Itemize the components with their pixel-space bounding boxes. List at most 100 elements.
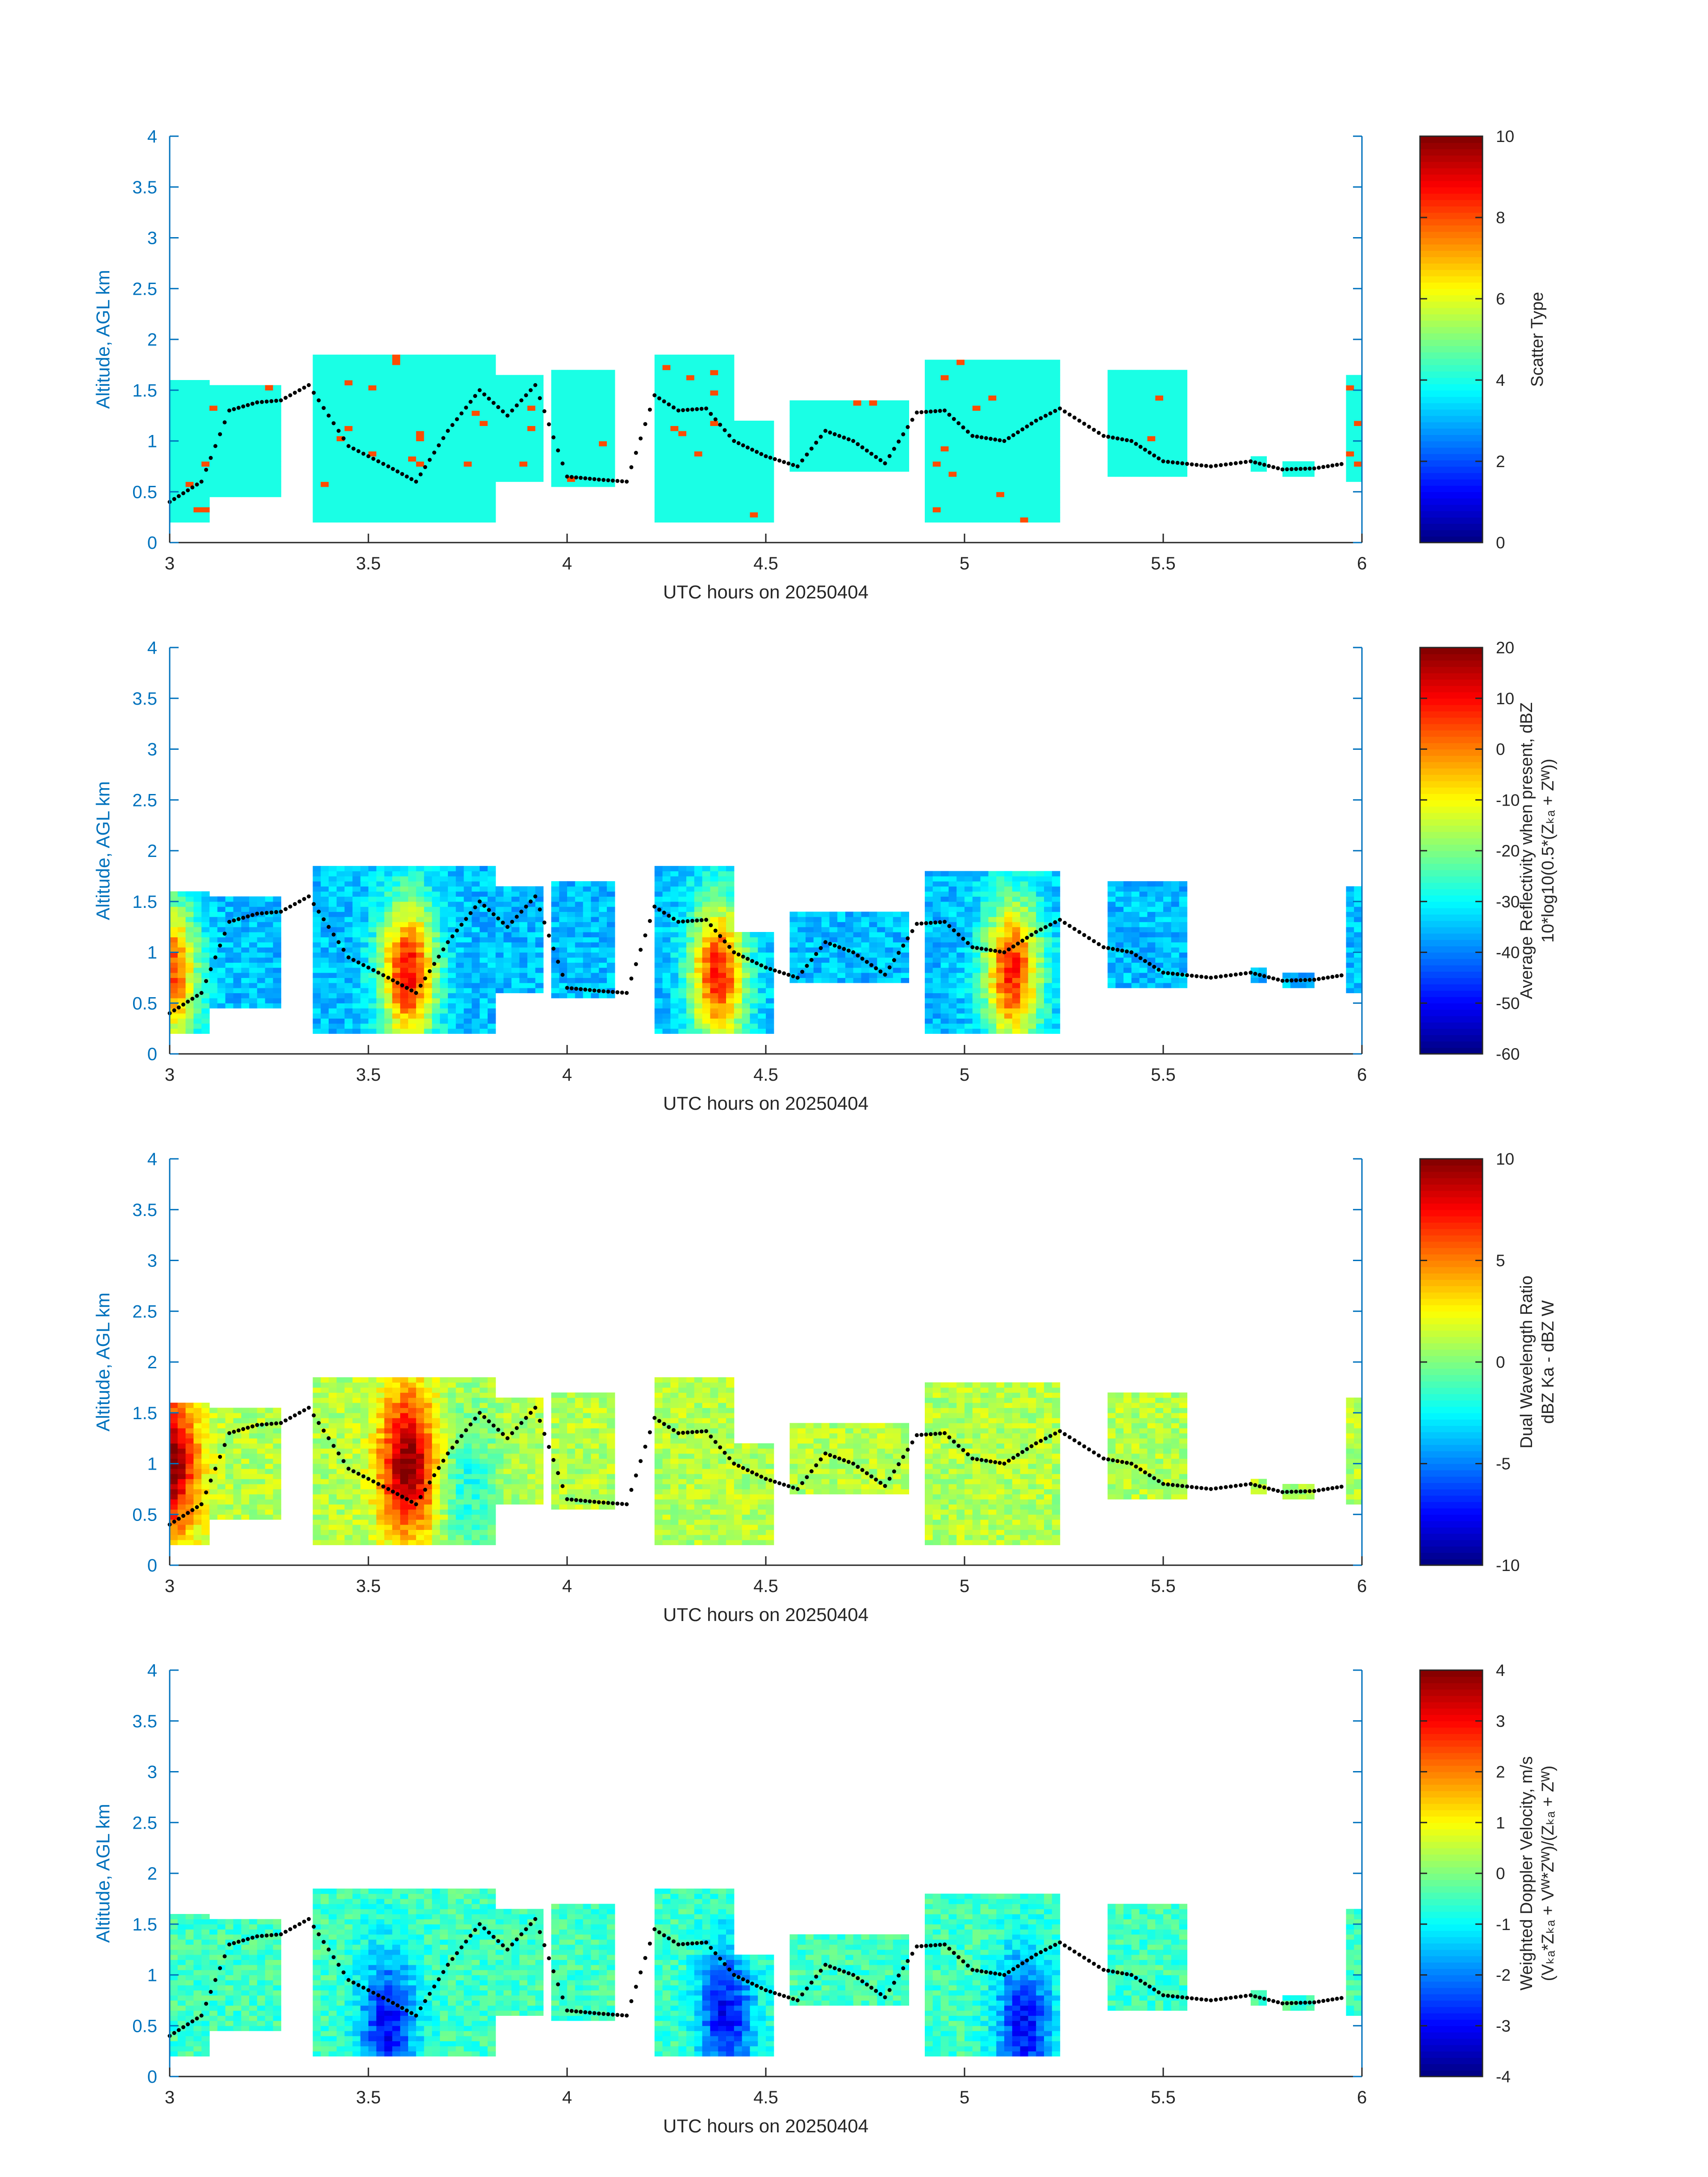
- heatmap-cell: [170, 385, 178, 391]
- heatmap-cell: [464, 967, 472, 973]
- heatmap-cell: [424, 512, 432, 518]
- heatmap-cell: [845, 430, 854, 436]
- heatmap-cell: [726, 962, 735, 968]
- heatmap-cell: [344, 471, 353, 477]
- heatmap-cell: [996, 517, 1005, 523]
- heatmap-cell: [313, 967, 321, 973]
- heatmap-cell: [193, 973, 202, 978]
- heatmap-cell: [965, 492, 973, 497]
- heatmap-cell: [940, 430, 949, 436]
- heatmap-cell: [956, 492, 965, 497]
- heatmap-cell: [177, 405, 186, 411]
- heatmap-cell: [249, 395, 258, 401]
- heatmap-cell: [241, 476, 250, 482]
- heatmap-cell: [678, 481, 687, 487]
- heatmap-cell: [575, 451, 584, 457]
- heatmap-cell: [511, 405, 520, 411]
- heatmap-cell: [329, 978, 337, 983]
- heatmap-cell: [321, 415, 329, 421]
- heatmap-cell: [329, 881, 337, 887]
- heatmap-cell: [948, 390, 957, 396]
- heatmap-cell: [710, 947, 718, 953]
- heatmap-cell: [726, 426, 735, 431]
- heatmap-cell: [829, 436, 838, 442]
- heatmap-cell: [678, 380, 687, 385]
- heatmap-cell: [901, 405, 909, 411]
- heatmap-cell: [464, 492, 472, 497]
- heatmap-cell: [1354, 390, 1362, 396]
- heatmap-cell: [376, 1028, 385, 1034]
- heatmap-cell: [329, 1018, 337, 1024]
- heatmap-cell: [1155, 415, 1164, 421]
- heatmap-cell: [718, 385, 727, 391]
- heatmap-cell: [225, 466, 234, 472]
- heatmap-cell: [535, 942, 544, 948]
- heatmap-cell: [321, 922, 329, 928]
- heatmap-cell: [392, 380, 401, 385]
- heatmap-cell: [567, 466, 576, 472]
- heatmap-cell: [1171, 461, 1180, 467]
- heatmap-cell: [670, 967, 679, 973]
- heatmap-cell: [225, 410, 234, 416]
- heatmap-cell: [408, 942, 417, 948]
- heatmap-cell: [1004, 390, 1013, 396]
- heatmap-cell: [360, 871, 369, 877]
- line-dot: [933, 409, 938, 414]
- heatmap-cell: [1036, 451, 1044, 457]
- heatmap-cell: [1354, 451, 1362, 457]
- heatmap-cell: [273, 901, 281, 907]
- heatmap-cell: [718, 922, 727, 928]
- heatmap-cell: [726, 967, 735, 973]
- heatmap-cell: [209, 942, 218, 948]
- heatmap-cell: [948, 517, 957, 523]
- heatmap-cell: [932, 441, 941, 447]
- heatmap-cell: [956, 410, 965, 416]
- heatmap-cell: [551, 461, 560, 467]
- heatmap-cell: [170, 471, 178, 477]
- heatmap-cell: [1044, 466, 1052, 472]
- heatmap-cell: [313, 355, 321, 360]
- heatmap-cell: [1179, 441, 1187, 447]
- heatmap-cell: [360, 502, 369, 507]
- heatmap-cell: [503, 967, 512, 973]
- heatmap-cell: [734, 1003, 743, 1009]
- heatmap-cell: [654, 1028, 663, 1034]
- heatmap-cell: [472, 911, 480, 917]
- heatmap-cell: [1123, 446, 1132, 451]
- heatmap-cell: [766, 421, 774, 426]
- heatmap-cell: [265, 942, 273, 948]
- heatmap-cell: [1163, 385, 1172, 391]
- colorbar-swatch: [1420, 174, 1482, 181]
- heatmap-cell: [480, 952, 488, 958]
- heatmap-cell: [225, 481, 234, 487]
- heatmap-cell: [225, 436, 234, 442]
- heatmap-cell: [201, 1013, 210, 1019]
- heatmap-cell: [472, 993, 480, 999]
- heatmap-cell: [455, 907, 464, 912]
- heatmap-cell: [766, 461, 774, 467]
- heatmap-cell: [241, 415, 250, 421]
- heatmap-cell: [662, 375, 671, 380]
- heatmap-cell: [1012, 364, 1021, 370]
- heatmap-cell: [1147, 385, 1156, 391]
- heatmap-cell: [996, 395, 1005, 401]
- heatmap-cell: [384, 481, 393, 487]
- heatmap-cell: [329, 962, 337, 968]
- heatmap-cell: [257, 982, 266, 988]
- heatmap-cell: [201, 385, 210, 391]
- heatmap-cell: [1171, 395, 1180, 401]
- heatmap-cell: [925, 441, 933, 447]
- heatmap-cell: [336, 421, 345, 426]
- heatmap-cell: [313, 492, 321, 497]
- heatmap-cell: [472, 395, 480, 401]
- heatmap-cell: [344, 993, 353, 999]
- heatmap-cell: [225, 998, 234, 1003]
- heatmap-cell: [488, 952, 496, 958]
- heatmap-cell: [758, 481, 766, 487]
- heatmap-cell: [265, 901, 273, 907]
- heatmap-cell: [678, 952, 687, 958]
- heatmap-cell: [972, 456, 981, 462]
- heatmap-cell: [972, 426, 981, 431]
- line-dot: [331, 421, 336, 426]
- heatmap-cell: [408, 886, 417, 892]
